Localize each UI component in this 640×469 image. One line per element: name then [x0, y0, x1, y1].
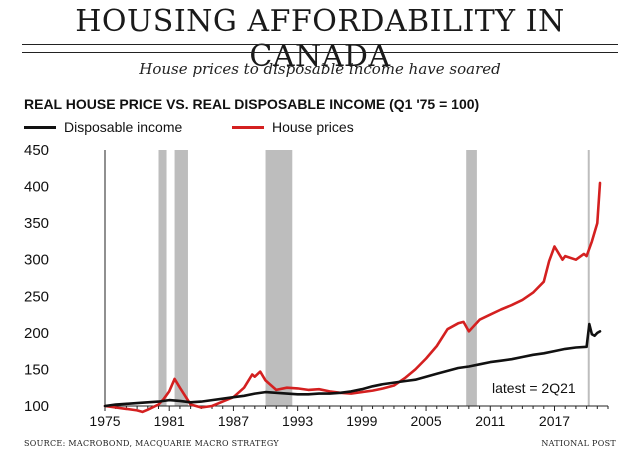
- x-tick-label-1993: 1993: [282, 413, 313, 429]
- legend-swatch-house: [232, 125, 264, 129]
- recession-band-1: [174, 150, 188, 406]
- x-tick-label-2017: 2017: [539, 413, 570, 429]
- headline-rule-bottom: [22, 52, 618, 53]
- recession-band-0: [158, 150, 167, 406]
- legend-swatch-disposable: [24, 125, 56, 129]
- legend-label-disposable: Disposable income: [64, 119, 183, 135]
- series-line-house-prices: [103, 181, 602, 414]
- x-tick-label-1975: 1975: [89, 413, 120, 429]
- x-tick-label-1999: 1999: [346, 413, 377, 429]
- x-tick-label-1987: 1987: [218, 413, 249, 429]
- y-tick-label-350: 350: [24, 215, 49, 232]
- x-tick-label-1981: 1981: [154, 413, 185, 429]
- y-tick-label-100: 100: [24, 398, 49, 415]
- legend-label-house: House prices: [272, 119, 354, 135]
- recession-band-2: [265, 150, 293, 406]
- y-tick-label-400: 400: [24, 179, 49, 196]
- y-tick-label-300: 300: [24, 252, 49, 269]
- x-tick-label-2011: 2011: [475, 413, 505, 429]
- series-line-disposable-income: [103, 322, 602, 408]
- x-tick-label-2005: 2005: [410, 413, 441, 429]
- legend-item-house: House prices: [232, 119, 354, 135]
- latest-annotation: latest = 2Q21: [492, 380, 576, 396]
- y-tick-label-200: 200: [24, 325, 49, 342]
- legend-item-disposable: Disposable income: [24, 119, 182, 135]
- recession-band-3: [466, 150, 477, 406]
- y-tick-label-450: 450: [24, 142, 49, 159]
- chart-title: REAL HOUSE PRICE VS. REAL DISPOSABLE INC…: [24, 96, 480, 112]
- publisher-credit: NATIONAL POST: [541, 439, 616, 448]
- y-tick-label-150: 150: [24, 361, 49, 378]
- source-note: SOURCE: MACROBOND, MACQUARIE MACRO STRAT…: [24, 439, 279, 448]
- y-tick-label-250: 250: [24, 288, 49, 305]
- subhead: House prices to disposable income have s…: [139, 60, 501, 78]
- headline-rule-top: [22, 44, 618, 45]
